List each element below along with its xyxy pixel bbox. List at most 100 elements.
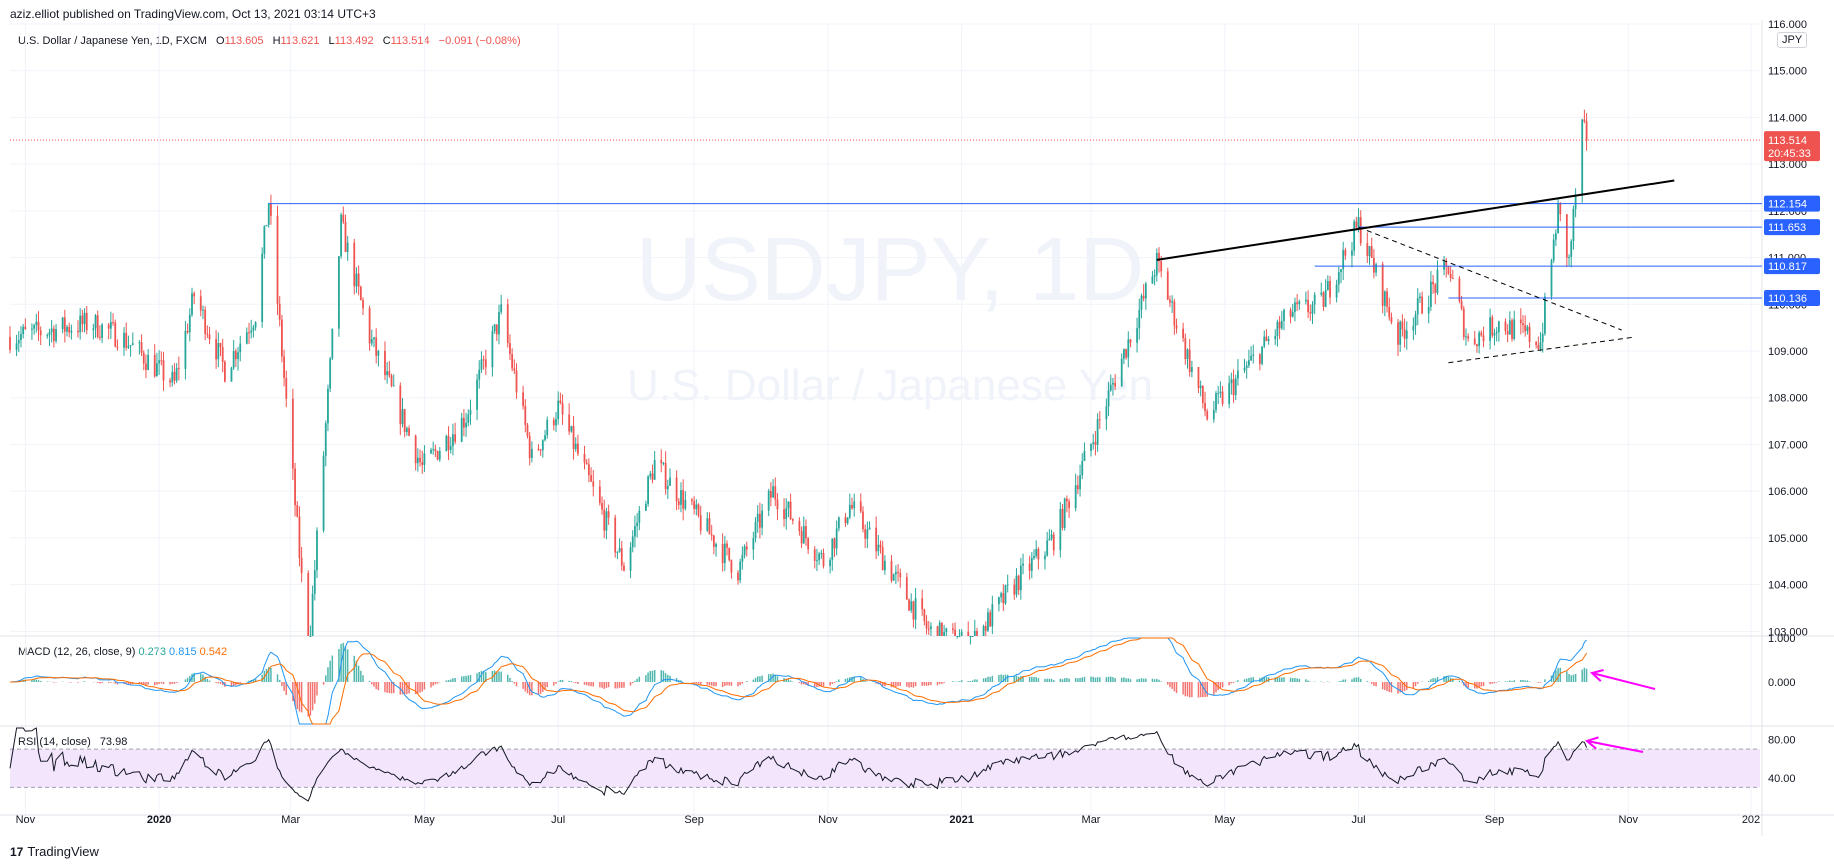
candle-body <box>125 332 128 348</box>
candle-body <box>254 322 257 328</box>
candle-body <box>511 354 514 369</box>
candle-body <box>844 517 847 524</box>
candle-body <box>561 402 564 415</box>
candle-body <box>1230 379 1233 384</box>
candle-body <box>1204 403 1206 412</box>
price-axis-label: 104.000 <box>1768 580 1808 592</box>
candle-body <box>1305 299 1307 302</box>
candle-body <box>971 636 974 637</box>
candle-body <box>1493 333 1496 336</box>
candle-body <box>1123 349 1125 359</box>
candle-body <box>83 312 86 325</box>
time-axis-label: May <box>1214 814 1235 826</box>
time-axis-label: Mar <box>1082 814 1101 826</box>
price-axis-label: 106.000 <box>1768 486 1808 498</box>
candle-body <box>1296 302 1299 305</box>
level-tag-label: 112.154 <box>1768 199 1807 211</box>
candle-body <box>1421 296 1424 314</box>
macd-label[interactable]: MACD (12, 26, close, 9) <box>18 646 136 658</box>
candle-body <box>61 317 64 329</box>
candle-body <box>601 503 603 510</box>
candle-body <box>1478 332 1481 347</box>
candle-body <box>1351 250 1353 256</box>
candle-body <box>726 543 728 548</box>
candle-body <box>958 636 961 637</box>
candle-body <box>1074 485 1077 509</box>
candle-body <box>1535 341 1538 346</box>
candle-body <box>1552 239 1555 261</box>
candle-body <box>1559 202 1562 215</box>
candle-body <box>1335 284 1338 298</box>
candle-body <box>921 598 924 610</box>
time-axis-label: 2021 <box>949 814 973 826</box>
candle-body <box>1309 312 1312 314</box>
candle-body <box>1283 309 1285 321</box>
candle-body <box>1098 419 1101 421</box>
candle-body <box>217 343 220 360</box>
symbol-name[interactable]: U.S. Dollar / Japanese Yen, 1D, FXCM <box>18 35 207 47</box>
candle-body <box>1199 385 1202 388</box>
footer-brand[interactable]: 17 TradingView <box>10 844 99 859</box>
candle-body <box>1212 409 1215 420</box>
candle-body <box>1554 233 1557 240</box>
price-axis-label: 109.000 <box>1768 346 1808 358</box>
candle-body <box>48 332 51 336</box>
candle-body <box>403 409 406 432</box>
candle-body <box>50 328 53 333</box>
candle-body <box>1460 301 1463 309</box>
candle-body <box>1368 246 1371 257</box>
candle-body <box>951 628 954 630</box>
candle-body <box>620 548 623 566</box>
candle-body <box>1265 336 1268 341</box>
candle-body <box>296 505 299 517</box>
candle-body <box>327 388 329 424</box>
candle-body <box>1250 355 1252 361</box>
candle-body <box>938 622 941 636</box>
candle-body <box>467 414 470 423</box>
candle-body <box>99 336 101 338</box>
rsi-label[interactable]: RSI (14, close) <box>18 736 91 748</box>
candle-body <box>914 598 917 620</box>
candle-body <box>772 486 774 498</box>
macd-line <box>9 637 1587 725</box>
macd-axis-label: 1.000 <box>1768 633 1796 645</box>
candle-body <box>68 326 71 333</box>
candle-body <box>22 326 25 335</box>
candle-body <box>1112 382 1114 385</box>
candle-body <box>513 368 516 371</box>
candle-body <box>1127 339 1130 358</box>
candle-body <box>835 528 838 549</box>
candle-body <box>752 538 755 550</box>
candle-body <box>436 451 439 460</box>
candle-body <box>15 343 18 350</box>
candle-body <box>699 515 702 531</box>
candle-body <box>833 538 836 549</box>
candle-body <box>1476 344 1478 347</box>
candle-body <box>894 571 897 575</box>
candle-body <box>614 517 617 553</box>
candle-body <box>813 549 816 561</box>
time-axis-label: Nov <box>1618 814 1638 826</box>
candle-body <box>629 547 632 571</box>
candle-body <box>884 560 886 571</box>
candle-body <box>438 451 441 460</box>
currency-button[interactable]: JPY <box>1777 32 1808 48</box>
candle-body <box>818 553 821 561</box>
candle-body <box>684 499 687 509</box>
candle-body <box>1068 501 1070 509</box>
level-tag-label: 111.653 <box>1768 222 1806 234</box>
macd-arrow-icon-head <box>1589 669 1604 682</box>
candle-body <box>805 526 807 539</box>
candle-body <box>785 508 788 519</box>
candle-body <box>39 330 42 336</box>
candle-body <box>1403 329 1406 339</box>
candle-body <box>353 242 356 287</box>
candle-body <box>493 324 496 332</box>
candle-body <box>1416 298 1419 315</box>
candle-body <box>1263 336 1266 347</box>
candle-body <box>208 334 211 340</box>
candle-body <box>1443 261 1445 270</box>
candle-body <box>1090 443 1092 451</box>
candle-body <box>1061 508 1064 528</box>
